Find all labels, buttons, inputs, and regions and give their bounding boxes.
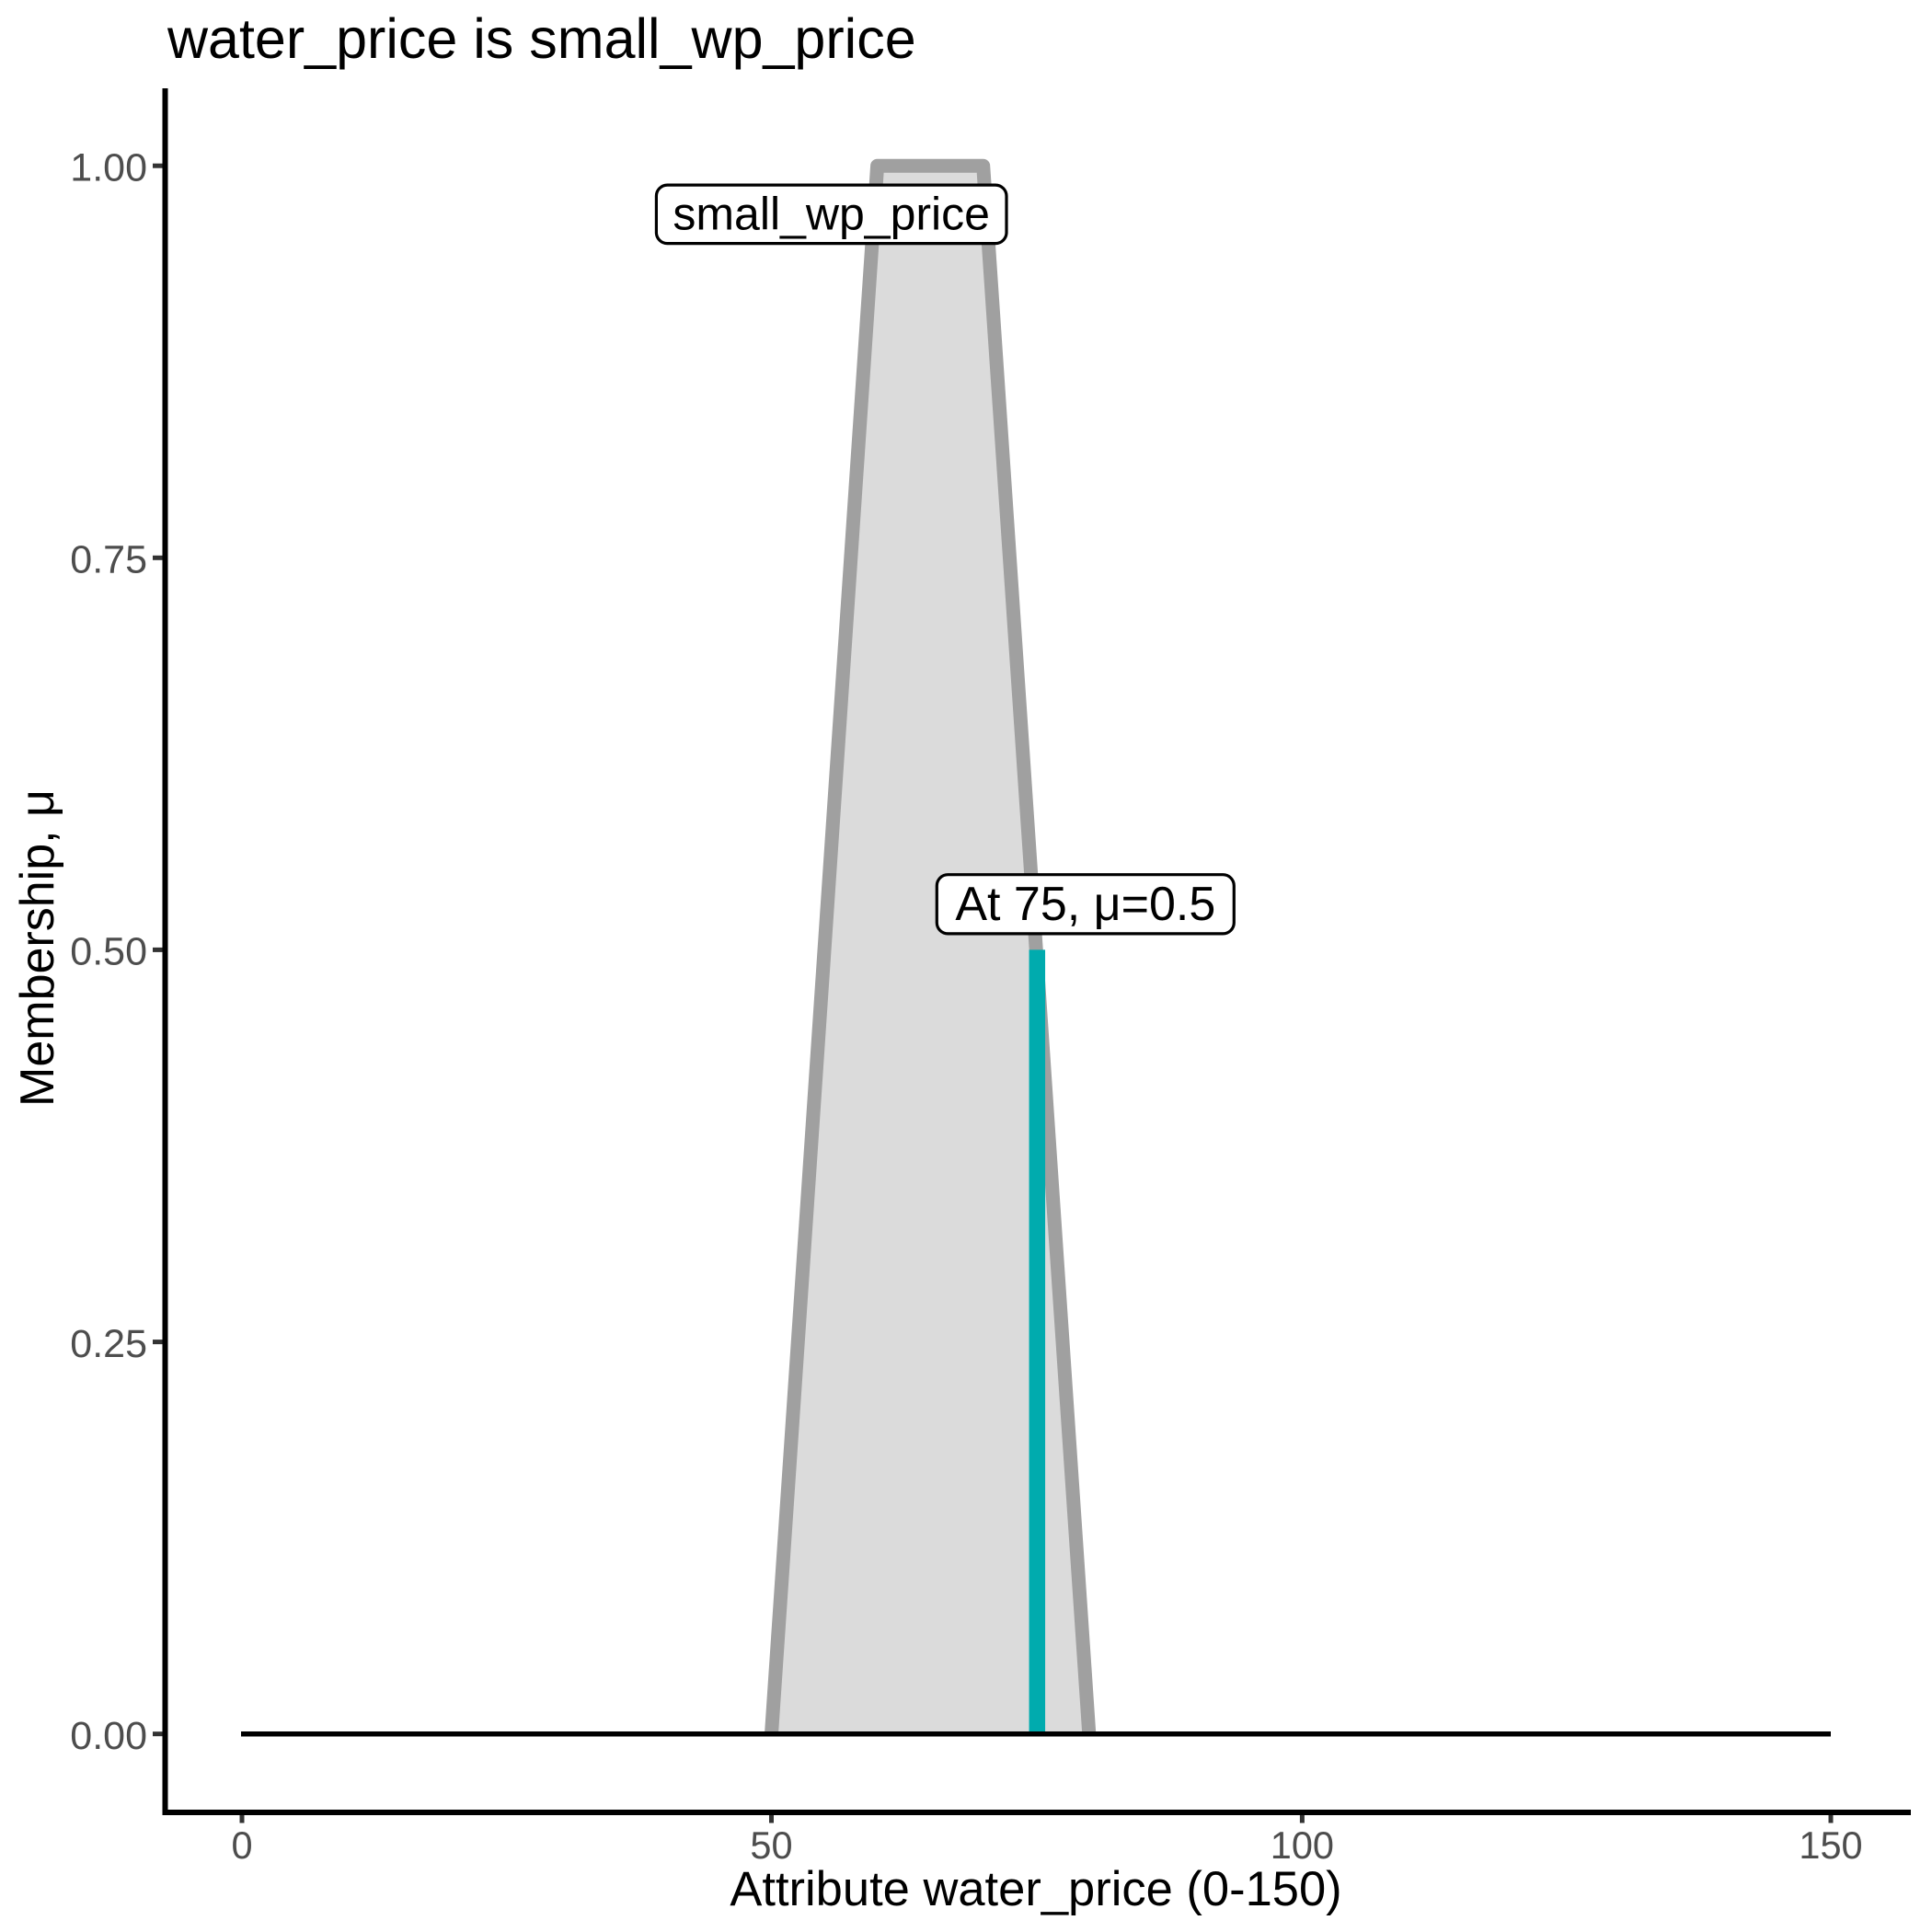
svg-text:water_price is small_wp_price: water_price is small_wp_price [167, 7, 916, 70]
svg-text:150: 150 [1799, 1823, 1862, 1867]
svg-text:Membership, μ: Membership, μ [11, 789, 64, 1107]
svg-text:Attribute water_price (0-150): Attribute water_price (0-150) [730, 1862, 1341, 1916]
svg-text:0.00: 0.00 [70, 1714, 147, 1758]
svg-text:small_wp_price: small_wp_price [673, 189, 990, 240]
svg-text:0.75: 0.75 [70, 538, 147, 582]
svg-text:0.25: 0.25 [70, 1322, 147, 1366]
svg-text:At 75, μ=0.5: At 75, μ=0.5 [955, 878, 1215, 931]
svg-text:0.50: 0.50 [70, 930, 147, 974]
svg-text:0: 0 [231, 1823, 252, 1867]
svg-text:1.00: 1.00 [70, 146, 147, 190]
svg-text:100: 100 [1271, 1823, 1334, 1867]
svg-text:50: 50 [750, 1823, 792, 1867]
